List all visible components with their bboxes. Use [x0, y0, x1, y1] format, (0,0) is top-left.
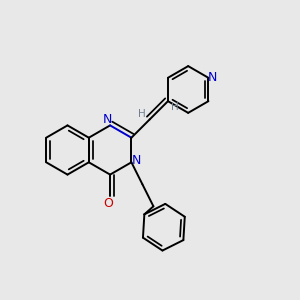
Text: O: O [104, 196, 113, 209]
Text: H: H [138, 109, 146, 119]
Text: N: N [132, 154, 142, 167]
Text: H: H [171, 102, 178, 112]
Text: N: N [207, 71, 217, 84]
Text: N: N [102, 113, 112, 126]
